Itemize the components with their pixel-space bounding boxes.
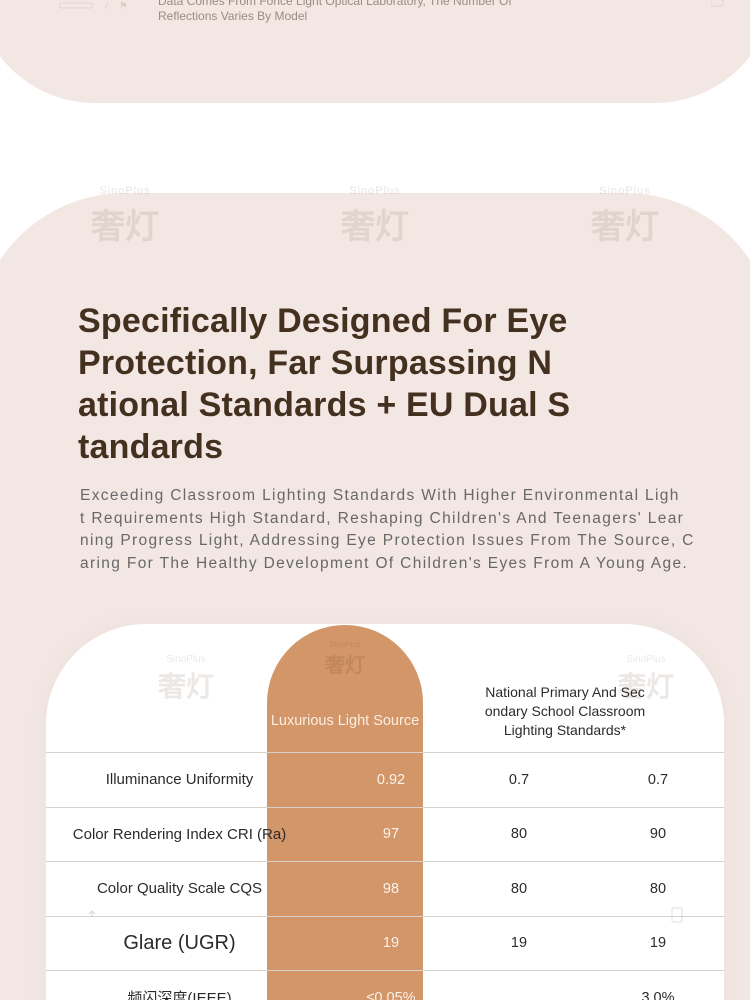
svg-text:⚑: ⚑: [119, 1, 128, 11]
svg-text:/: /: [105, 1, 108, 11]
